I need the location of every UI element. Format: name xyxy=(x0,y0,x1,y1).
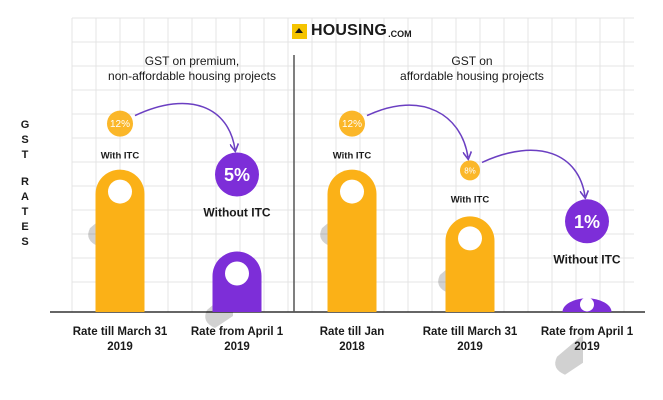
bar-knob xyxy=(225,261,249,286)
bar xyxy=(445,216,495,312)
caption-line: GST on xyxy=(451,54,493,68)
caption-line: non-affordable housing projects xyxy=(108,69,276,83)
rate-marker xyxy=(107,110,133,137)
y-title-letter: T xyxy=(21,149,29,161)
rate-label: 12% xyxy=(110,119,130,130)
rate-label: 8% xyxy=(464,166,476,175)
y-title-letter: S xyxy=(21,236,29,248)
bar-knob xyxy=(458,226,482,251)
rate-marker xyxy=(565,199,609,244)
group-caption-affordable: GST on affordable housing projects xyxy=(357,54,587,84)
x-tick-label: 2019 xyxy=(574,341,600,353)
chart-marks: 12% With ITC Rate till March 31 2019 5% Witho… xyxy=(73,110,634,375)
house-icon xyxy=(292,23,307,39)
brand-name: HOUSING xyxy=(311,22,388,39)
x-tick-label: 2019 xyxy=(107,341,133,353)
trend-arrows xyxy=(134,102,585,196)
bar xyxy=(95,169,145,312)
x-tick-label: 2019 xyxy=(457,341,483,353)
itc-label: With ITC xyxy=(333,151,372,162)
bar-knob xyxy=(108,179,132,204)
bar-shadow xyxy=(555,334,583,375)
rate-label: 12% xyxy=(342,119,362,130)
bar xyxy=(327,169,377,312)
brand-logo: HOUSING .COM xyxy=(292,22,412,40)
bar-knob xyxy=(580,297,594,312)
y-title-letter: G xyxy=(20,119,30,131)
y-title-letter: E xyxy=(21,221,29,233)
trend-arrow xyxy=(366,104,468,157)
x-tick-label: 2018 xyxy=(339,341,365,353)
rate-marker xyxy=(215,152,259,197)
brand-suffix: .COM xyxy=(388,28,412,39)
y-title-letter: S xyxy=(21,134,29,146)
itc-label: With ITC xyxy=(451,194,490,205)
y-title-letter: A xyxy=(21,191,29,203)
rate-marker xyxy=(460,160,480,181)
y-title-gap xyxy=(18,163,32,175)
trend-arrow xyxy=(134,102,235,149)
itc-label: Without ITC xyxy=(203,206,271,220)
x-tick-label: Rate from April 1 xyxy=(191,326,284,338)
x-tick-label: Rate till March 31 xyxy=(423,326,518,338)
x-tick-label: Rate till March 31 xyxy=(73,326,168,338)
x-tick-label: 2019 xyxy=(224,341,250,353)
bar-knob xyxy=(340,179,364,204)
rate-label: 1% xyxy=(574,212,600,232)
rate-marker xyxy=(339,110,365,137)
y-title-letter: T xyxy=(21,206,29,218)
itc-label: With ITC xyxy=(101,151,140,162)
x-tick-label: Rate till Jan xyxy=(320,326,385,338)
trend-arrow xyxy=(481,149,585,196)
y-axis-title: G S T R A T E S xyxy=(18,118,32,250)
group-caption-premium: GST on premium, non-affordable housing p… xyxy=(77,54,307,84)
itc-label: Without ITC xyxy=(553,252,621,266)
x-tick-label: Rate from April 1 xyxy=(541,326,634,338)
rate-label: 5% xyxy=(224,165,250,185)
caption-line: affordable housing projects xyxy=(400,69,544,83)
caption-line: GST on premium, xyxy=(144,54,240,68)
y-title-letter: R xyxy=(21,176,29,188)
